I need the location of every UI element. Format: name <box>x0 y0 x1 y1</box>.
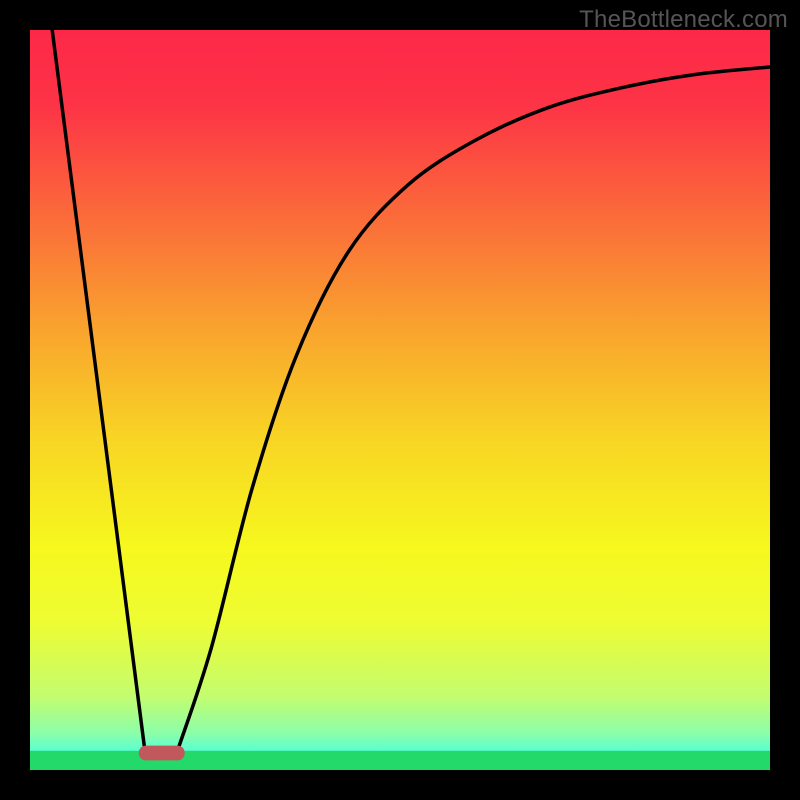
bottleneck-chart <box>0 0 800 800</box>
plot-area <box>0 0 800 800</box>
chart-container: TheBottleneck.com <box>0 0 800 800</box>
gradient-background <box>30 30 770 770</box>
optimal-marker <box>139 746 185 761</box>
watermark-text: TheBottleneck.com <box>579 6 788 34</box>
